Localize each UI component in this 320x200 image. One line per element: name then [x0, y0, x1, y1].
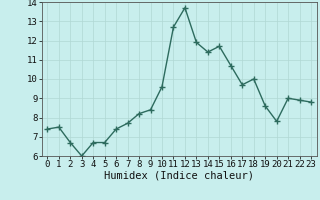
X-axis label: Humidex (Indice chaleur): Humidex (Indice chaleur)	[104, 171, 254, 181]
